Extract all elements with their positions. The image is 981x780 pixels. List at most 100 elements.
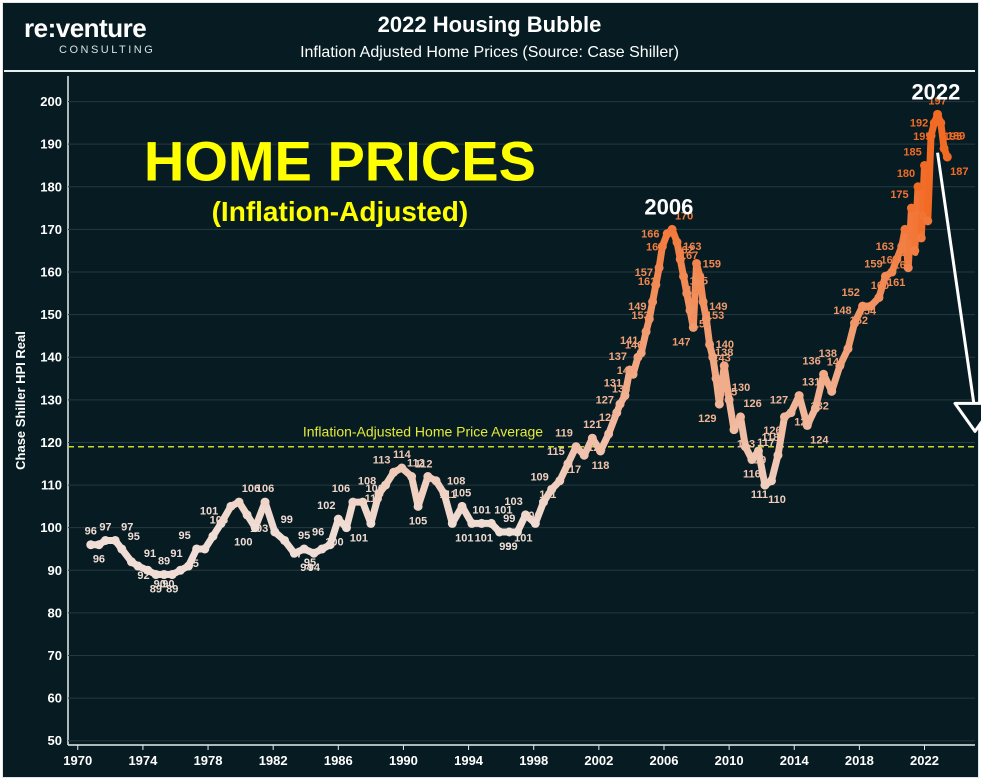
data-point [644, 314, 654, 324]
data-point [183, 561, 193, 571]
x-tick-label: 1998 [519, 753, 548, 768]
data-label: 108 [447, 476, 465, 488]
data-point [688, 322, 698, 332]
x-tick-label: 2002 [584, 753, 613, 768]
data-point [208, 531, 218, 541]
data-point [289, 548, 299, 558]
data-label: 147 [672, 336, 690, 348]
data-label: 170 [675, 210, 693, 222]
data-label: 101 [350, 532, 368, 544]
data-point [538, 497, 548, 507]
data-point [628, 369, 638, 379]
data-label: 126 [743, 398, 761, 410]
x-tick-label: 1990 [389, 753, 418, 768]
data-point [747, 455, 757, 465]
data-label: 143 [712, 352, 730, 364]
y-tick-label: 80 [48, 605, 62, 620]
overlay-title: HOME PRICES [144, 129, 536, 192]
data-point [843, 344, 853, 354]
data-label: 96 [93, 554, 105, 566]
data-point [110, 535, 120, 545]
data-point [457, 501, 467, 511]
data-point [926, 131, 936, 141]
data-label: 131 [802, 377, 820, 389]
data-label: 128 [794, 416, 812, 428]
data-label: 114 [393, 449, 412, 461]
data-label: 126 [763, 425, 781, 437]
data-label: 148 [833, 305, 851, 317]
data-point [874, 293, 884, 303]
data-label: 180 [897, 168, 915, 180]
data-label: 130 [732, 382, 750, 394]
data-point [657, 241, 667, 251]
y-tick-label: 110 [41, 478, 62, 493]
data-label: 161 [638, 276, 656, 288]
data-point [280, 535, 290, 545]
data-point [910, 246, 920, 256]
data-label: 91 [144, 548, 156, 560]
data-label: 106 [332, 483, 350, 495]
data-label: 111 [751, 489, 768, 501]
x-tick-label: 1974 [128, 753, 158, 768]
data-label: 99 [499, 541, 511, 553]
data-label: 119 [555, 428, 573, 440]
data-point [779, 412, 789, 422]
data-label: 142 [827, 357, 845, 369]
data-point [317, 544, 327, 554]
data-point [685, 305, 695, 315]
data-point [226, 501, 236, 511]
x-tick-label: 1986 [324, 753, 353, 768]
data-point [381, 480, 391, 490]
series-line-segment [440, 490, 456, 527]
data-label: 99 [281, 514, 293, 526]
data-point [892, 254, 902, 264]
data-point [679, 271, 689, 281]
data-label: 117 [757, 437, 775, 449]
data-label: 152 [850, 315, 868, 327]
series-line-segment [754, 447, 769, 489]
data-label: 116 [743, 469, 761, 481]
data-label: 96 [312, 527, 324, 539]
y-tick-label: 160 [40, 265, 62, 280]
y-tick-label: 60 [48, 691, 62, 706]
data-point [159, 570, 169, 580]
data-point [701, 314, 711, 324]
data-label: 157 [635, 267, 653, 279]
data-label: 146 [625, 340, 643, 352]
data-point [270, 527, 280, 537]
data-label: 99 [503, 513, 515, 525]
data-label: 129 [599, 412, 617, 424]
data-point [916, 233, 926, 243]
series-line-segment [774, 413, 788, 459]
data-label: 112 [415, 459, 433, 471]
data-point [200, 544, 210, 554]
series-line-segment [737, 413, 749, 451]
y-tick-label: 180 [40, 179, 62, 194]
series-line-segment [414, 473, 432, 510]
data-point [736, 412, 746, 422]
data-point [698, 297, 708, 307]
data-point [309, 548, 319, 558]
data-label: 90 [154, 578, 166, 590]
data-point [604, 429, 614, 439]
data-label: 136 [612, 383, 630, 395]
data-label: 127 [596, 395, 614, 407]
data-point [753, 446, 763, 456]
data-point [595, 446, 605, 456]
data-label: 100 [234, 537, 252, 549]
chart-title: 2022 Housing Bubble [377, 12, 602, 37]
data-label: 127 [770, 395, 788, 407]
data-point [708, 352, 718, 362]
y-tick-label: 130 [40, 392, 62, 407]
data-label: 89 [166, 584, 178, 596]
data-point [835, 361, 845, 371]
data-point [887, 267, 897, 277]
data-label: 110 [768, 494, 786, 506]
data-point [641, 327, 651, 337]
data-label: 95 [187, 558, 199, 570]
data-point [802, 420, 812, 430]
data-point [880, 271, 890, 281]
data-label: 168 [900, 247, 918, 259]
